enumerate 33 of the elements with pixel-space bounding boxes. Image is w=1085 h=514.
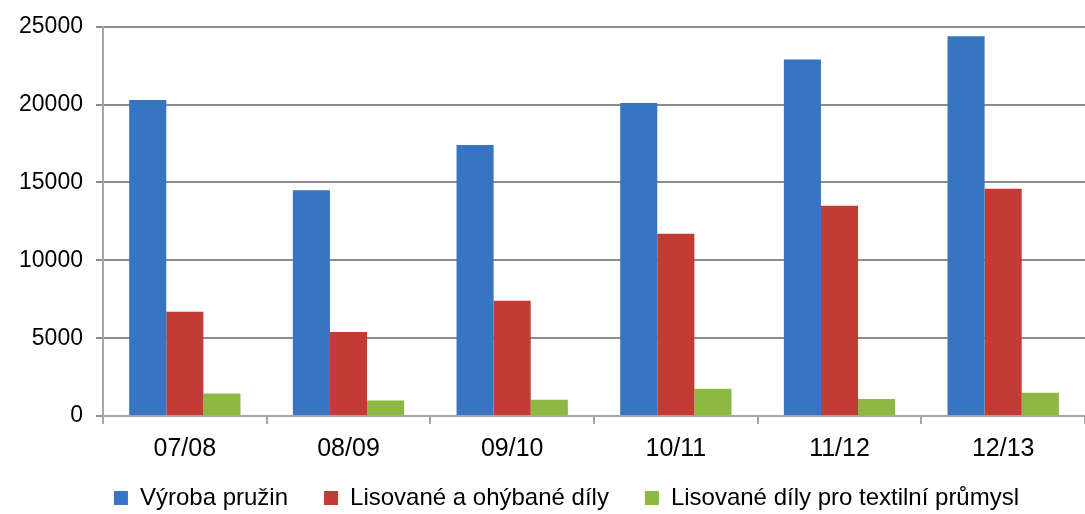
bar bbox=[329, 331, 368, 415]
y-tick-label: 25000 bbox=[19, 12, 83, 39]
bar bbox=[129, 99, 167, 415]
bar bbox=[694, 388, 732, 415]
y-tick-label: 15000 bbox=[19, 167, 83, 194]
x-tick-label: 10/11 bbox=[645, 433, 707, 462]
bar bbox=[620, 103, 658, 415]
bar bbox=[292, 190, 330, 415]
y-tick-label: 0 bbox=[70, 401, 83, 428]
y-tick-label: 10000 bbox=[19, 245, 83, 272]
bar bbox=[166, 311, 204, 415]
legend-label: Výroba pružin bbox=[139, 482, 289, 510]
x-tick-label: 09/10 bbox=[480, 433, 544, 462]
bar bbox=[858, 398, 896, 415]
bar bbox=[984, 188, 1022, 415]
x-tick-label: 12/13 bbox=[971, 433, 1035, 462]
y-tick-label: 5000 bbox=[31, 323, 83, 350]
bar bbox=[657, 233, 695, 415]
bar bbox=[493, 300, 531, 415]
x-tick-label: 07/08 bbox=[153, 433, 217, 462]
bar bbox=[203, 393, 241, 415]
bar bbox=[456, 145, 494, 415]
bar bbox=[367, 400, 405, 415]
x-tick-label: 11/12 bbox=[809, 433, 870, 462]
legend-label: Lisované díly pro textilní průmysl bbox=[670, 482, 1020, 510]
bar bbox=[820, 205, 859, 415]
bar bbox=[947, 36, 985, 415]
x-tick-label: 08/09 bbox=[317, 433, 380, 462]
bar bbox=[1021, 392, 1059, 415]
y-tick-label: 20000 bbox=[19, 89, 83, 116]
legend-label: Lisované a ohýbané díly bbox=[350, 482, 609, 510]
bar bbox=[783, 59, 821, 415]
bar bbox=[530, 399, 568, 415]
